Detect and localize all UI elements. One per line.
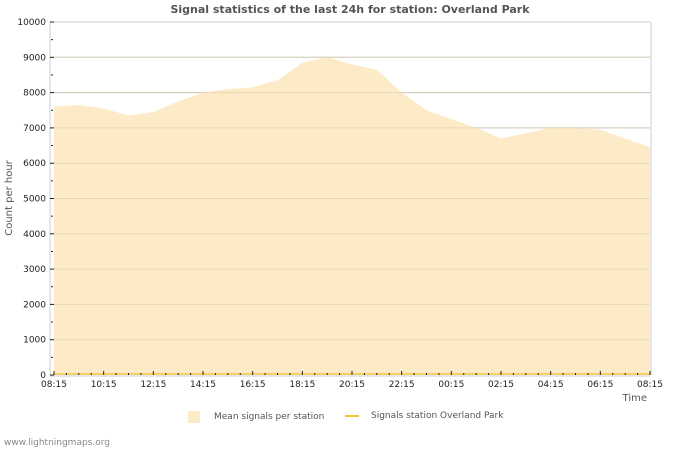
svg-text:16:15: 16:15 [240, 380, 266, 390]
svg-text:02:15: 02:15 [488, 380, 514, 390]
chart-title: Signal statistics of the last 24h for st… [170, 3, 530, 16]
x-axis-ticks: 08:15 10:15 12:15 14:15 16:15 18:15 20:15 22:15… [41, 371, 663, 390]
svg-text:06:15: 06:15 [587, 380, 613, 390]
svg-text:2000: 2000 [23, 300, 46, 310]
x-axis-title: Time [622, 393, 647, 404]
svg-text:14:15: 14:15 [190, 380, 216, 390]
mean-signals-area [54, 21, 650, 376]
y-axis-ticks: 0 1000 2000 3000 4000 5000 6000 7000 8000 9000 100… [17, 18, 54, 381]
axes [49, 21, 652, 377]
svg-text:6000: 6000 [23, 159, 46, 169]
svg-text:12:15: 12:15 [140, 380, 166, 390]
area-swatch-icon [188, 411, 200, 423]
legend-label: Signals station Overland Park [371, 411, 504, 421]
svg-text:5000: 5000 [23, 195, 46, 205]
svg-text:4000: 4000 [23, 230, 46, 240]
svg-text:0: 0 [40, 371, 46, 381]
svg-text:04:15: 04:15 [538, 380, 564, 390]
legend-item-mean: Mean signals per station [188, 411, 324, 423]
svg-text:8000: 8000 [23, 89, 46, 99]
svg-text:3000: 3000 [23, 265, 46, 275]
svg-text:08:15: 08:15 [41, 380, 67, 390]
svg-text:08:15: 08:15 [637, 380, 663, 390]
legend-label: Mean signals per station [214, 412, 325, 422]
svg-text:22:15: 22:15 [389, 380, 415, 390]
svg-text:7000: 7000 [23, 124, 46, 134]
footer-credit: www.lightningmaps.org [4, 438, 110, 448]
svg-text:9000: 9000 [23, 53, 46, 63]
svg-text:10000: 10000 [17, 18, 46, 28]
svg-text:00:15: 00:15 [438, 380, 464, 390]
svg-text:1000: 1000 [23, 336, 46, 346]
svg-text:20:15: 20:15 [339, 380, 365, 390]
line-swatch-icon [345, 415, 359, 417]
y-axis-title: Count per hour [4, 159, 15, 235]
svg-text:10:15: 10:15 [91, 380, 117, 390]
legend-item-station: Signals station Overland Park [345, 411, 503, 421]
svg-text:18:15: 18:15 [289, 380, 315, 390]
